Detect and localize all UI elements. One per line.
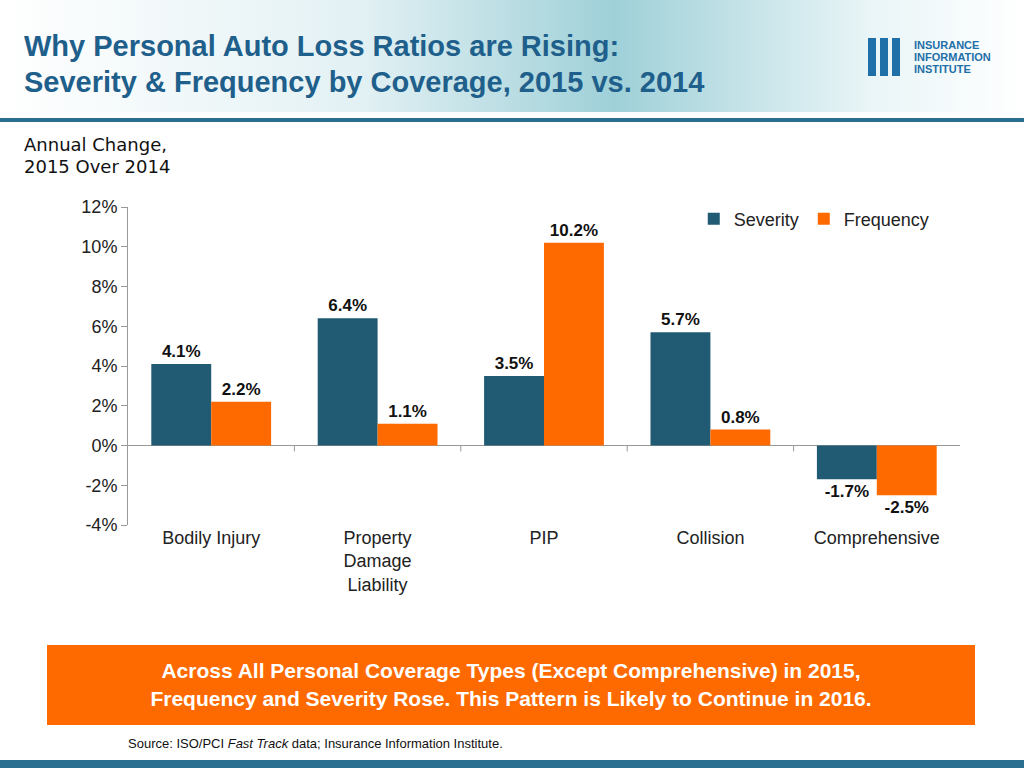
svg-text:-4%: -4%	[85, 515, 117, 535]
html-text:Why Personal Auto Loss Ratios: Why Personal Auto Loss Ratios are Rising…	[24, 30, 620, 62]
svg-text:4%: 4%	[91, 356, 117, 376]
svg-text:Collision: Collision	[676, 528, 744, 548]
svg-text:1.1%: 1.1%	[388, 402, 427, 421]
svg-text:4.1%: 4.1%	[162, 342, 201, 361]
svg-text:0.8%: 0.8%	[721, 408, 760, 427]
svg-text:2.2%: 2.2%	[222, 380, 261, 399]
html-text:INSURANCE: INSURANCE	[914, 39, 980, 51]
html-text:2015 Over 2014: 2015 Over 2014	[24, 156, 171, 177]
svg-text:Severity: Severity	[734, 210, 799, 230]
svg-text:6.4%: 6.4%	[328, 296, 367, 315]
svg-text:Bodily Injury: Bodily Injury	[162, 528, 260, 548]
svg-text:8%: 8%	[91, 277, 117, 297]
svg-text:12%: 12%	[81, 197, 117, 217]
svg-text:Frequency: Frequency	[844, 210, 929, 230]
svg-text:PIP: PIP	[529, 528, 558, 548]
svg-text:2%: 2%	[91, 396, 117, 416]
svg-text:Comprehensive: Comprehensive	[814, 528, 940, 548]
html-text:Frequency and Severity Rose. T: Frequency and Severity Rose. This Patter…	[150, 687, 872, 710]
html-text:Annual Change,: Annual Change,	[24, 134, 167, 155]
html-text:Across All Personal Coverage T: Across All Personal Coverage Types (Exce…	[161, 659, 861, 682]
svg-text:6%: 6%	[91, 317, 117, 337]
html-text:Severity & Frequency by Covera: Severity & Frequency by Coverage, 2015 v…	[24, 66, 705, 98]
svg-text:3.5%: 3.5%	[495, 354, 534, 373]
svg-text:0%: 0%	[91, 436, 117, 456]
html-text:Source: ISO/PCI Fast Track dat: Source: ISO/PCI Fast Track data; Insuran…	[128, 736, 503, 751]
svg-text:-2%: -2%	[85, 476, 117, 496]
svg-text:PropertyDamageLiability: PropertyDamageLiability	[344, 528, 412, 595]
svg-text:5.7%: 5.7%	[661, 310, 700, 329]
html-text:INSTITUTE: INSTITUTE	[914, 63, 971, 75]
svg-text:10%: 10%	[81, 237, 117, 257]
svg-text:-2.5%: -2.5%	[885, 498, 929, 517]
svg-text:10.2%: 10.2%	[550, 221, 598, 240]
html-text:INFORMATION: INFORMATION	[914, 51, 991, 63]
svg-text:-1.7%: -1.7%	[825, 482, 869, 501]
